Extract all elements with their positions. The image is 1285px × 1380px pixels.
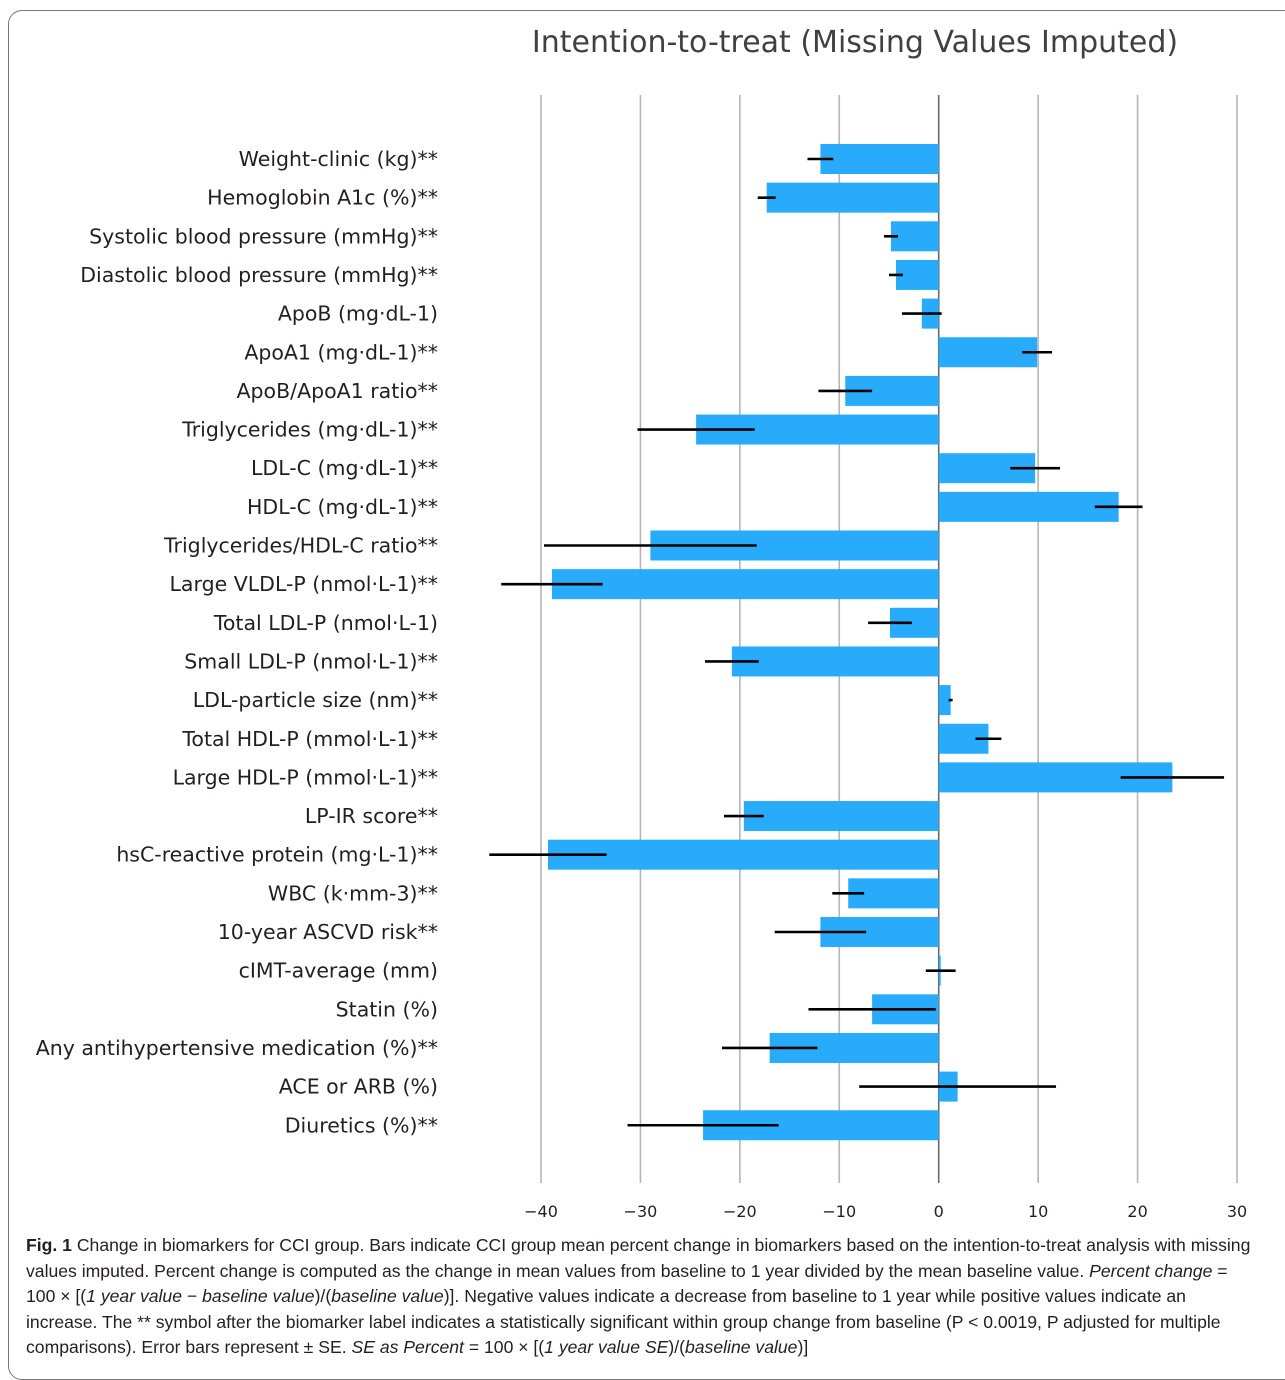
category-label: Small LDL-P (nmol·L-1)** [184,649,438,673]
x-tick-label: 0 [934,1202,944,1221]
bar [731,646,939,677]
caption-baseline-value-2: baseline value [331,1286,444,1307]
x-tick-label: −20 [723,1202,757,1221]
category-label: Total HDL-P (mmol·L-1)** [181,727,438,751]
caption-text-3: − [182,1286,203,1307]
caption-text-5: )]. Negative values indicate a decrease … [26,1286,1221,1358]
category-label: LDL-particle size (nm)** [193,688,438,712]
x-tick-label: 30 [1227,1202,1247,1221]
caption-fig-label: Fig. 1 [26,1235,72,1255]
category-label: WBC (k·mm-3)** [268,881,438,905]
caption-text-4: )/( [314,1286,332,1307]
caption-text-8: )] [797,1337,809,1358]
category-label: Large HDL-P (mmol·L-1)** [173,765,438,789]
caption-text-2: = 100 × [( [26,1260,1228,1307]
category-label: Weight-clinic (kg)** [239,147,438,171]
figure-caption: Fig. 1 Change in biomarkers for CCI grou… [26,1233,1258,1361]
bar [551,569,939,600]
x-tick-label: −10 [822,1202,856,1221]
bar [820,144,939,174]
category-labels: Weight-clinic (kg)** Hemoglobin A1c (%)**… [36,147,438,1137]
caption-text-6: = 100 × [( [463,1337,545,1358]
category-label: LP-IR score** [305,804,438,828]
bar [890,221,939,252]
category-label: 10-year ASCVD risk** [218,920,438,944]
caption-text-7: )/( [668,1337,685,1358]
x-axis-ticks: −40 −30 −20 −10 0 10 20 30 [524,1202,1247,1221]
bar [938,491,1119,522]
category-label: HDL-C (mg·dL-1)** [247,495,438,519]
bar [547,839,939,870]
bar [938,337,1038,368]
category-label: Total LDL-P (nmol·L-1) [213,611,438,635]
category-label: Diuretics (%)** [285,1113,438,1137]
caption-se-label: SE as Percent [351,1337,464,1358]
category-label: cIMT-average (mm) [239,959,438,983]
category-label: Triglycerides (mg·dL-1)** [181,418,438,442]
category-label: Systolic blood pressure (mmHg)** [89,224,438,248]
bar [938,685,951,716]
caption-text-1: Change in biomarkers for CCI group. Bars… [26,1235,1251,1281]
category-label: ApoB (mg·dL-1) [278,302,438,326]
bar [766,182,939,213]
caption-year-value-se: 1 year value SE [544,1337,669,1358]
caption-percent-change-label: Percent change [1089,1260,1213,1281]
category-label: Triglycerides/HDL-C ratio** [163,534,438,558]
category-label: ApoA1 (mg·dL-1)** [244,340,438,364]
x-tick-label: 10 [1028,1202,1048,1221]
chart-title: Intention-to-treat (Missing Values Imput… [532,25,1178,60]
x-tick-label: 20 [1127,1202,1147,1221]
category-label: ACE or ARB (%) [279,1075,438,1099]
category-label: Large VLDL-P (nmol·L-1)** [170,572,438,596]
category-label: hsC-reactive protein (mg·L-1)** [116,843,438,867]
gridlines [540,95,1238,1183]
bar-chart: Intention-to-treat (Missing Values Imput… [36,25,1247,1221]
bars [547,144,1173,1141]
x-tick-label: −40 [524,1202,558,1221]
x-tick-label: −30 [624,1202,658,1221]
bar [895,259,939,290]
caption-year-value: 1 year value [86,1286,183,1307]
bar [743,801,939,832]
caption-baseline-value-1: baseline value [202,1286,315,1307]
error-bars [489,157,1225,1127]
category-label: Any antihypertensive medication (%)** [36,1036,438,1060]
category-label: ApoB/ApoA1 ratio** [237,379,438,403]
caption-baseline-value-3: baseline value [684,1337,798,1358]
category-label: Statin (%) [336,997,438,1021]
category-label: LDL-C (mg·dL-1)** [251,456,438,480]
category-label: Hemoglobin A1c (%)** [207,186,438,210]
category-label: Diastolic blood pressure (mmHg)** [80,263,438,287]
